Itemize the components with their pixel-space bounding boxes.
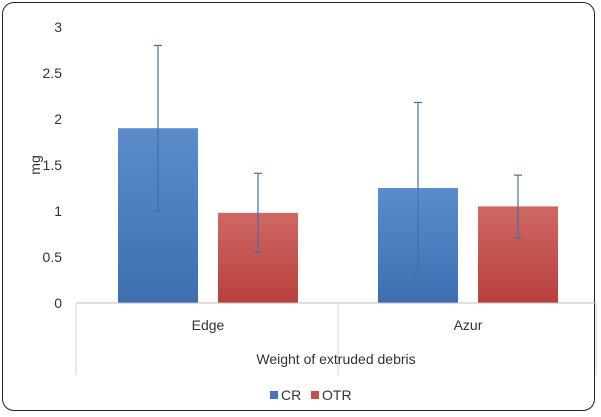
legend-swatch-cr bbox=[270, 391, 278, 399]
bars bbox=[118, 128, 558, 303]
x-tick-label: Edge bbox=[192, 317, 225, 333]
y-tick-label: 2.5 bbox=[43, 65, 63, 81]
y-tick-label: 3 bbox=[54, 19, 62, 35]
legend-label-otr: OTR bbox=[322, 387, 352, 403]
error-bars bbox=[154, 45, 522, 273]
legend: CR OTR bbox=[270, 387, 352, 403]
y-tick-label: 2 bbox=[54, 111, 62, 127]
legend-swatch-otr bbox=[311, 391, 319, 399]
legend-label-cr: CR bbox=[281, 387, 301, 403]
x-axis-title: Weight of extruded debris bbox=[256, 351, 415, 367]
y-axis-title: mg bbox=[27, 155, 43, 174]
y-tick-label: 0.5 bbox=[43, 249, 63, 265]
y-tick-label: 0 bbox=[54, 295, 62, 311]
y-axis-ticks: 0 0.5 1 1.5 2 2.5 3 bbox=[43, 19, 63, 311]
x-tick-label: Azur bbox=[454, 317, 483, 333]
y-tick-label: 1 bbox=[54, 203, 62, 219]
y-tick-label: 1.5 bbox=[43, 157, 63, 173]
